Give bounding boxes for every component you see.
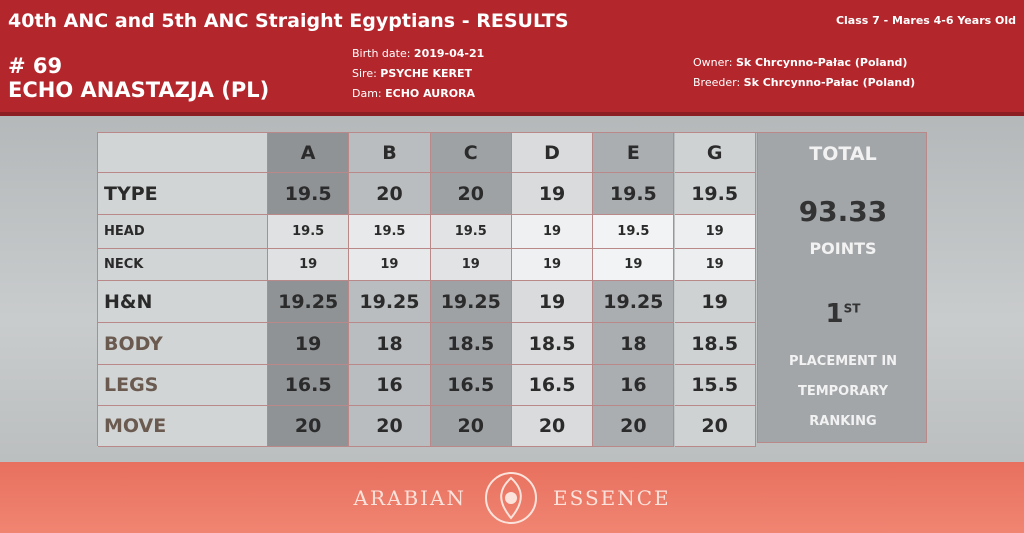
corner-cell: [98, 133, 268, 173]
score: 19.25: [593, 281, 675, 323]
owner: Owner: Sk Chrcynno-Pałac (Poland): [693, 56, 907, 69]
class-info: Class 7 - Mares 4-6 Years Old: [835, 14, 1016, 27]
logo: [485, 472, 537, 524]
score: 16.5: [430, 365, 512, 406]
total-unit: POINTS: [809, 239, 877, 258]
score-table: A B C D E G TYPE 19.5 20 20 19 19.5 19.5 HEAD 19.5 19.5…: [97, 132, 757, 447]
score: 19.5: [593, 173, 675, 215]
column-header: C: [430, 133, 512, 173]
breeder: Breeder: Sk Chrcynno-Pałac (Poland): [693, 76, 915, 89]
total-title: TOTAL: [809, 143, 877, 165]
score: 16.5: [268, 365, 350, 406]
score: 16: [593, 365, 675, 406]
score: 20: [511, 406, 594, 447]
score: 18.5: [430, 323, 512, 365]
value: Sk Chrcynno-Pałac (Poland): [735, 56, 908, 69]
score: 19.5: [268, 215, 350, 249]
note-line: TEMPORARY: [797, 384, 889, 399]
row-label: H&N: [98, 281, 268, 323]
score: 19: [674, 215, 756, 249]
label: Dam:: [352, 87, 382, 100]
row-label: NECK: [98, 249, 268, 281]
title: 40th ANC and 5th ANC Straight Egyptians …: [8, 10, 569, 32]
label: Sire:: [352, 67, 377, 80]
score: 20: [268, 406, 350, 447]
value: PSYCHE KERET: [380, 67, 473, 80]
placement: 1ST: [758, 299, 928, 329]
score: 19.5: [593, 215, 675, 249]
score: 20: [430, 406, 512, 447]
total-panel: TOTAL 93.33 POINTS 1ST PLACEMENT IN TEMPO…: [757, 132, 927, 443]
dam: Dam: ECHO AURORA: [352, 87, 475, 100]
label: Breeder:: [693, 76, 741, 89]
score: 18.5: [674, 323, 756, 365]
score: 19: [593, 249, 675, 281]
value: ECHO AURORA: [385, 87, 476, 100]
score: 19.5: [430, 215, 512, 249]
score: 19: [674, 281, 756, 323]
note-line: PLACEMENT IN: [788, 354, 898, 369]
value: Sk Chrcynno-Pałac (Poland): [743, 76, 916, 89]
brand-left: ARABIAN: [353, 486, 466, 510]
score: 18: [593, 323, 675, 365]
column-header: E: [593, 133, 675, 173]
row-label: HEAD: [98, 215, 268, 249]
value: 2019-04-21: [413, 47, 485, 60]
row-label: TYPE: [98, 173, 268, 215]
score: 18: [349, 323, 431, 365]
score: 16.5: [511, 365, 594, 406]
note-line: RANKING: [809, 414, 877, 429]
birth-date: Birth date: 2019-04-21: [352, 47, 484, 60]
label: Owner:: [693, 56, 733, 69]
horse-name: ECHO ANASTAZJA (PL): [8, 78, 270, 102]
score: 19: [511, 249, 594, 281]
score: 19: [268, 323, 350, 365]
score: 19: [349, 249, 431, 281]
column-header: G: [674, 133, 756, 173]
header: 40th ANC and 5th ANC Straight Egyptians …: [0, 0, 1024, 116]
sire: Sire: PSYCHE KERET: [352, 67, 472, 80]
column-header: D: [511, 133, 594, 173]
score: 19.25: [430, 281, 512, 323]
brand-right: ESSENCE: [553, 486, 671, 510]
horse-number: # 69: [8, 54, 63, 78]
column-header: B: [349, 133, 431, 173]
score: 19: [511, 215, 594, 249]
row-label: MOVE: [98, 406, 268, 447]
score: 19.25: [349, 281, 431, 323]
column-header: A: [268, 133, 350, 173]
score: 19.5: [349, 215, 431, 249]
score: 20: [593, 406, 675, 447]
score: 19.5: [674, 173, 756, 215]
score: 19: [511, 281, 594, 323]
score: 20: [430, 173, 512, 215]
score: 20: [349, 173, 431, 215]
footer: ARABIAN ESSENCE: [0, 462, 1024, 533]
row-label: BODY: [98, 323, 268, 365]
placement-note: PLACEMENT IN TEMPORARY RANKING: [758, 347, 928, 437]
score: 19.5: [268, 173, 350, 215]
total-score: 93.33: [798, 195, 888, 228]
score: 20: [349, 406, 431, 447]
score: 19: [511, 173, 594, 215]
score: 19: [430, 249, 512, 281]
score: 20: [674, 406, 756, 447]
row-label: LEGS: [98, 365, 268, 406]
score: 19.25: [268, 281, 350, 323]
score: 19: [674, 249, 756, 281]
score: 19: [268, 249, 350, 281]
score: 16: [349, 365, 431, 406]
label: Birth date:: [352, 47, 411, 60]
place: 1: [825, 299, 844, 329]
place-suffix: ST: [843, 301, 861, 316]
score: 18.5: [511, 323, 594, 365]
score: 15.5: [674, 365, 756, 406]
